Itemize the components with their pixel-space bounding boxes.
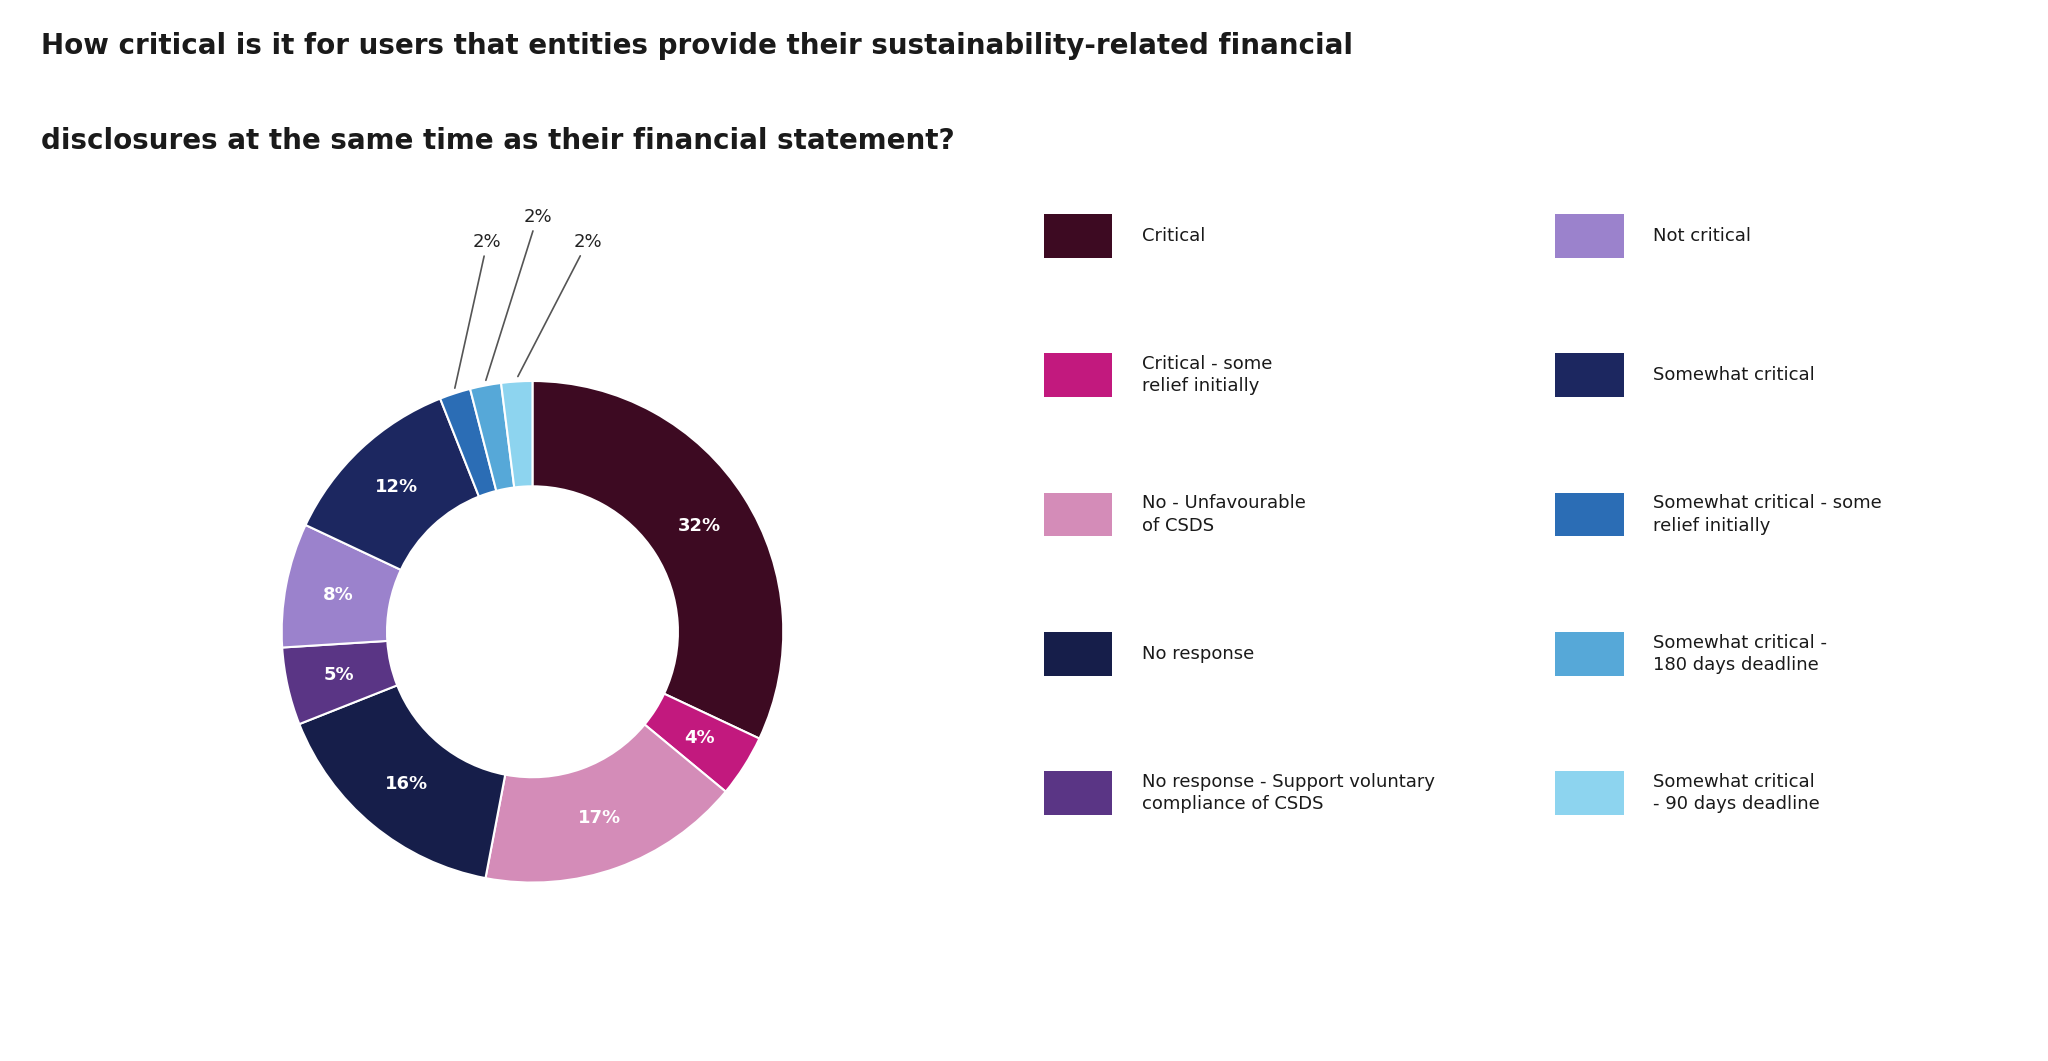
Text: Critical - some
relief initially: Critical - some relief initially bbox=[1143, 355, 1272, 396]
Bar bbox=[1044, 353, 1112, 397]
Text: No - Unfavourable
of CSDS: No - Unfavourable of CSDS bbox=[1143, 494, 1307, 535]
Text: Somewhat critical -
180 days deadline: Somewhat critical - 180 days deadline bbox=[1653, 633, 1827, 674]
Text: 17%: 17% bbox=[578, 810, 621, 828]
Bar bbox=[1044, 492, 1112, 537]
Wedge shape bbox=[532, 381, 782, 738]
Text: How critical is it for users that entities provide their sustainability-related : How critical is it for users that entiti… bbox=[41, 32, 1354, 59]
Text: 32%: 32% bbox=[678, 517, 721, 535]
Text: Critical: Critical bbox=[1143, 227, 1206, 245]
Text: Somewhat critical: Somewhat critical bbox=[1653, 366, 1815, 384]
Text: No response - Support voluntary
compliance of CSDS: No response - Support voluntary complian… bbox=[1143, 773, 1436, 813]
Text: Not critical: Not critical bbox=[1653, 227, 1751, 245]
Bar bbox=[1044, 214, 1112, 258]
Bar bbox=[1044, 771, 1112, 815]
Wedge shape bbox=[305, 399, 479, 570]
Wedge shape bbox=[283, 641, 397, 724]
Bar bbox=[1554, 492, 1624, 537]
Text: 2%: 2% bbox=[518, 232, 602, 377]
Wedge shape bbox=[485, 725, 725, 883]
Text: No response: No response bbox=[1143, 645, 1253, 663]
Bar bbox=[1554, 214, 1624, 258]
Bar bbox=[1554, 632, 1624, 676]
Text: 12%: 12% bbox=[375, 479, 418, 497]
Wedge shape bbox=[645, 694, 760, 792]
Text: 16%: 16% bbox=[385, 776, 428, 794]
Text: 2%: 2% bbox=[485, 208, 551, 380]
Wedge shape bbox=[283, 525, 401, 647]
Bar bbox=[1554, 771, 1624, 815]
Text: 2%: 2% bbox=[455, 232, 502, 388]
Text: Somewhat critical
- 90 days deadline: Somewhat critical - 90 days deadline bbox=[1653, 773, 1821, 813]
Bar bbox=[1044, 632, 1112, 676]
Text: disclosures at the same time as their financial statement?: disclosures at the same time as their fi… bbox=[41, 127, 954, 155]
Text: 8%: 8% bbox=[322, 586, 352, 604]
Text: 5%: 5% bbox=[324, 666, 354, 684]
Text: Somewhat critical - some
relief initially: Somewhat critical - some relief initiall… bbox=[1653, 494, 1882, 535]
Wedge shape bbox=[502, 381, 532, 487]
Wedge shape bbox=[471, 383, 514, 491]
Text: 4%: 4% bbox=[684, 729, 715, 747]
Wedge shape bbox=[299, 685, 506, 879]
Wedge shape bbox=[440, 389, 496, 497]
Bar bbox=[1554, 353, 1624, 397]
